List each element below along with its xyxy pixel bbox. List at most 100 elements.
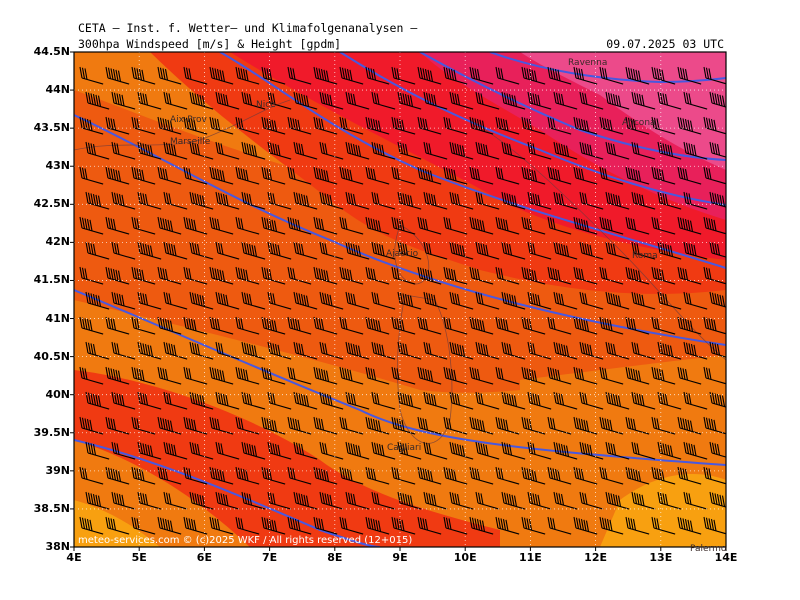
wind-barb-shaft: [81, 277, 104, 285]
wind-barb-feather: [272, 343, 276, 355]
wind-barb-shaft: [549, 127, 572, 135]
wind-barb-feather: [246, 493, 250, 505]
wind-barb-feather: [131, 216, 135, 229]
wind-barb-feather: [450, 369, 455, 381]
wind-barb-feather: [268, 69, 273, 81]
wind-barb-feather: [381, 244, 385, 256]
wind-barb-feather: [635, 469, 639, 481]
wind-barb-feather: [532, 393, 536, 405]
wind-barb-feather: [381, 444, 385, 456]
wind-barb-feather: [350, 93, 354, 105]
wind-barb-shaft: [133, 477, 156, 485]
wind-barb-feather: [370, 468, 374, 480]
wind-barb-feather: [139, 142, 144, 154]
wind-barb-shaft: [711, 302, 726, 308]
wind-barb-feather: [295, 92, 300, 104]
wind-barb-feather: [502, 319, 507, 331]
wind-barb-shaft: [445, 177, 468, 185]
wind-barb-feather: [558, 293, 562, 305]
wind-barb-feather: [85, 241, 89, 254]
wind-barb-feather: [85, 291, 89, 304]
wind-barb-feather: [684, 469, 689, 481]
wind-barb-feather: [402, 443, 406, 455]
latitude-label: 39.5N: [33, 425, 70, 439]
wind-barb-feather: [397, 341, 401, 354]
wind-barb-feather: [651, 466, 655, 479]
wind-barb-feather: [393, 217, 398, 229]
wind-barb-feather: [375, 219, 379, 231]
wind-barb-shaft: [711, 152, 726, 158]
wind-barb-feather: [651, 516, 655, 529]
wind-barb-feather: [705, 167, 710, 179]
wind-barb-feather: [506, 193, 510, 205]
wind-barb-feather: [404, 244, 409, 256]
wind-barb-feather: [635, 269, 639, 281]
wind-barb-shaft: [711, 352, 726, 358]
wind-barb-shaft: [503, 502, 526, 510]
wind-barb-feather: [604, 168, 608, 180]
wind-barb-feather: [315, 67, 320, 79]
wind-barb-feather: [97, 395, 102, 407]
wind-barb-feather: [402, 243, 406, 255]
wind-barb-shaft: [445, 427, 468, 435]
wind-barb-feather: [194, 293, 198, 305]
wind-barb-feather: [454, 393, 458, 405]
wind-barb-feather: [293, 241, 297, 254]
wind-barb-feather: [117, 470, 122, 482]
wind-barb-feather: [241, 191, 245, 204]
wind-barb-feather: [709, 141, 713, 154]
wind-barb-feather: [324, 93, 328, 105]
wind-barb-feather: [708, 368, 712, 380]
wind-barb-shaft: [659, 402, 682, 410]
wind-barb-feather: [555, 242, 560, 254]
wind-barb-feather: [449, 491, 453, 504]
wind-barb-feather: [584, 393, 588, 405]
wind-barb-feather: [526, 318, 530, 330]
wind-barb-feather: [293, 491, 297, 504]
wind-barb-feather: [372, 219, 377, 231]
wind-barb-feather: [669, 345, 674, 357]
wind-barb-feather: [396, 68, 400, 80]
wind-barb-feather: [85, 491, 89, 504]
wind-barb-feather: [552, 68, 556, 80]
wind-barb-feather: [443, 466, 447, 479]
wind-barb-feather: [625, 416, 629, 429]
wind-barb-feather: [423, 191, 427, 204]
wind-barb-feather: [320, 219, 325, 231]
wind-barb-feather: [505, 319, 509, 331]
wind-barb-feather: [269, 192, 274, 204]
wind-barb-feather: [269, 442, 274, 454]
wind-barb-feather: [339, 466, 343, 479]
wind-barb-shaft: [289, 77, 312, 85]
wind-barb-feather: [111, 441, 115, 454]
wind-barb-feather: [521, 516, 525, 529]
wind-barb-shaft: [81, 77, 104, 85]
wind-barb-feather: [612, 144, 617, 156]
wind-barb-feather: [527, 191, 531, 204]
wind-barb-feather: [547, 466, 551, 479]
wind-barb-shaft: [217, 402, 240, 410]
wind-barb-feather: [196, 194, 201, 206]
wind-barb-feather: [533, 270, 538, 282]
wind-barb-feather: [87, 342, 92, 354]
wind-barb-feather: [453, 169, 457, 181]
wind-barb-feather: [419, 367, 424, 379]
wind-barb-shaft: [653, 327, 676, 335]
wind-barb-feather: [137, 291, 141, 304]
wind-barb-feather: [133, 167, 138, 179]
wind-barb-feather: [658, 69, 663, 81]
wind-barb-feather: [118, 494, 123, 506]
wind-barb-shaft: [523, 377, 546, 385]
wind-barb-feather: [272, 243, 276, 255]
wind-barb-feather: [391, 66, 395, 79]
wind-barb-feather: [555, 492, 560, 504]
wind-barb-shaft: [711, 452, 726, 458]
wind-barb-feather: [163, 191, 167, 204]
wind-barb-shaft: [367, 377, 390, 385]
wind-barb-feather: [214, 168, 218, 180]
wind-barb-feather: [89, 319, 93, 331]
wind-barb-feather: [352, 144, 357, 156]
wind-barb-shaft: [529, 202, 552, 210]
wind-barb-feather: [347, 442, 352, 454]
wind-barb-shaft: [575, 327, 598, 335]
